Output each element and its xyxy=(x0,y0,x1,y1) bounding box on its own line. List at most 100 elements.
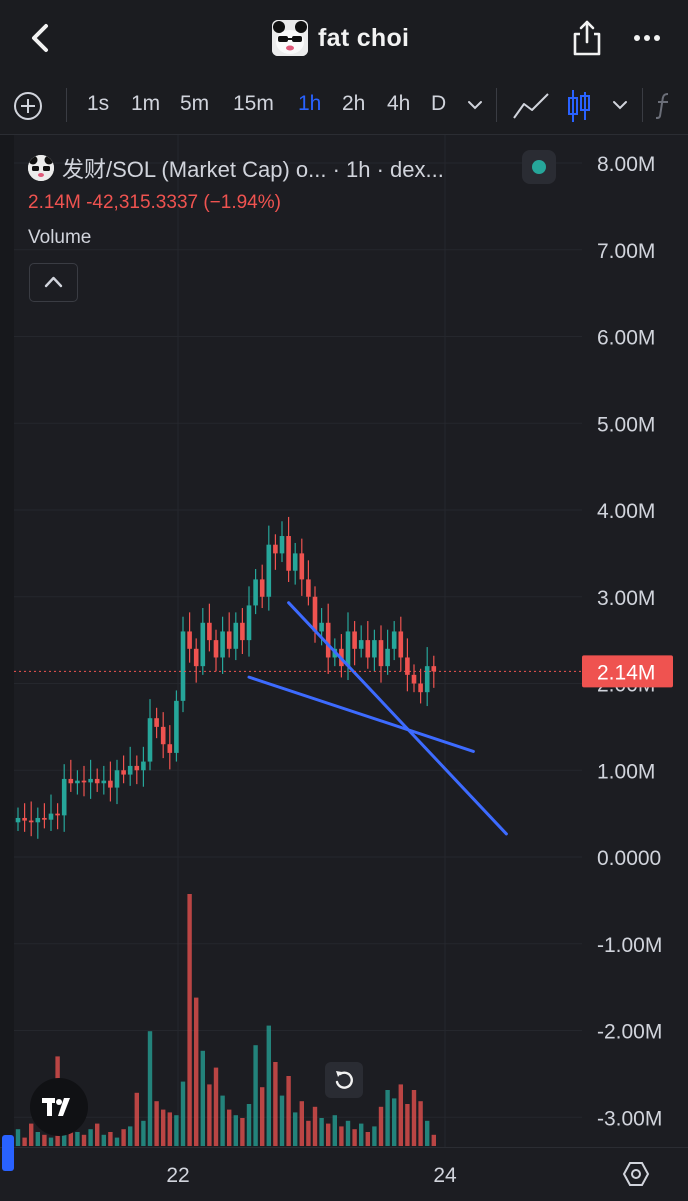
candle-body xyxy=(68,778,74,784)
timeframe-1m[interactable]: 1m xyxy=(131,92,161,115)
last-price-label: 2.14M xyxy=(597,661,655,684)
reset-chart-button[interactable] xyxy=(325,1062,363,1098)
volume-bar xyxy=(101,1134,106,1146)
candle-body xyxy=(385,648,390,667)
panda-avatar-icon xyxy=(28,155,54,181)
timeframe-5m[interactable]: 5m xyxy=(180,92,210,115)
drawer-handle[interactable] xyxy=(2,1135,14,1171)
candle-body xyxy=(108,780,113,788)
candle-body xyxy=(325,622,331,658)
y-tick-label: -3.00M xyxy=(597,1107,662,1130)
candle-body xyxy=(273,544,278,554)
candle-body xyxy=(398,631,404,658)
candle-body xyxy=(134,765,140,771)
volume-bar xyxy=(319,1118,324,1146)
plus-circle-icon[interactable] xyxy=(12,90,44,122)
more-horizontal-icon[interactable] xyxy=(630,26,664,50)
timeframe-4h[interactable]: 4h xyxy=(387,92,411,115)
candlestick-icon[interactable] xyxy=(566,88,592,124)
candle-body xyxy=(187,631,192,649)
candle-body xyxy=(286,536,291,571)
timeframe-2h[interactable]: 2h xyxy=(342,92,366,115)
timeframe-1s[interactable]: 1s xyxy=(87,92,110,115)
time-axis-bar xyxy=(0,1147,688,1201)
timeframe-15m[interactable]: 15m xyxy=(233,92,274,115)
volume-bar xyxy=(306,1120,311,1146)
candle-body xyxy=(193,648,199,667)
volume-bar xyxy=(154,1101,159,1146)
volume-bar xyxy=(15,1129,21,1146)
candle-body xyxy=(306,579,311,597)
volume-bar xyxy=(174,1115,179,1146)
candle-body xyxy=(424,666,430,693)
volume-bar xyxy=(326,1123,331,1146)
volume-bar xyxy=(29,1123,34,1146)
toolbar-divider xyxy=(642,88,643,122)
volume-bar xyxy=(134,1092,139,1146)
volume-bar xyxy=(22,1137,27,1146)
app-title: fat choi xyxy=(318,23,410,52)
candle-body xyxy=(233,622,239,649)
settings-icon[interactable] xyxy=(622,1160,650,1188)
candle-body xyxy=(352,631,357,649)
toolbar-divider xyxy=(66,88,67,122)
trend-line-icon[interactable] xyxy=(512,92,550,120)
volume-bar xyxy=(220,1095,225,1146)
volume-bar xyxy=(372,1126,377,1146)
fx-icon[interactable] xyxy=(652,90,676,120)
volume-bar xyxy=(392,1098,397,1146)
volume-bar xyxy=(207,1084,212,1146)
candle-body xyxy=(61,778,67,816)
candle-body xyxy=(405,657,410,675)
candle-body xyxy=(246,605,252,641)
candle-body xyxy=(160,726,166,745)
volume-bar xyxy=(260,1087,265,1146)
collapse-legend-button[interactable] xyxy=(29,263,78,302)
volume-bar xyxy=(405,1104,410,1146)
time-axis: 22 24 xyxy=(166,1164,457,1187)
candle-body xyxy=(147,718,153,762)
volume-bar xyxy=(246,1104,252,1146)
volume-bar xyxy=(95,1123,100,1146)
candle-body xyxy=(174,700,179,753)
candle-body xyxy=(312,596,318,632)
y-tick-label: 7.00M xyxy=(597,240,655,263)
volume-bar xyxy=(81,1134,87,1146)
chevron-down-icon[interactable] xyxy=(612,98,628,112)
candle-body xyxy=(28,820,34,823)
market-status-badge[interactable] xyxy=(522,150,556,184)
volume-bar xyxy=(332,1115,337,1146)
candle-body xyxy=(418,683,423,693)
volume-bar xyxy=(88,1129,93,1146)
tradingview-logo[interactable] xyxy=(30,1078,88,1136)
volume-indicator-label[interactable]: Volume xyxy=(28,227,92,248)
chevron-left-icon[interactable] xyxy=(26,22,56,54)
chart-toolbar: 1s 1m 5m 15m 1h 2h 4h D xyxy=(0,76,688,135)
symbol-label: 发财/SOL (Market Cap) o... · 1h · dex... xyxy=(62,157,444,182)
volume-bar xyxy=(227,1109,232,1146)
share-icon[interactable] xyxy=(570,18,604,58)
volume-bar xyxy=(167,1112,172,1146)
volume-bar xyxy=(359,1123,364,1146)
volume-bar xyxy=(312,1106,318,1146)
timeframe-1h[interactable]: 1h xyxy=(298,92,322,115)
candle-body xyxy=(167,744,173,753)
legend-row[interactable]: 发财/SOL (Market Cap) o... · 1h · dex... xyxy=(28,152,444,184)
volume-bar xyxy=(121,1129,126,1146)
candle-body xyxy=(372,640,377,658)
candle-body xyxy=(200,622,206,667)
volume-bar xyxy=(286,1076,291,1146)
candle-body xyxy=(319,622,324,632)
candle-body xyxy=(94,778,100,784)
candle-body xyxy=(378,640,384,667)
timeframe-D[interactable]: D xyxy=(431,92,447,115)
volume-bar xyxy=(266,1025,271,1146)
volume-bar xyxy=(200,1050,205,1146)
chevron-down-icon[interactable] xyxy=(467,98,483,112)
candle-body xyxy=(114,770,120,788)
chart-pane[interactable] xyxy=(14,135,688,1147)
volume-bar xyxy=(187,894,192,1146)
trendlines xyxy=(247,601,508,836)
volume-bar xyxy=(114,1137,120,1146)
